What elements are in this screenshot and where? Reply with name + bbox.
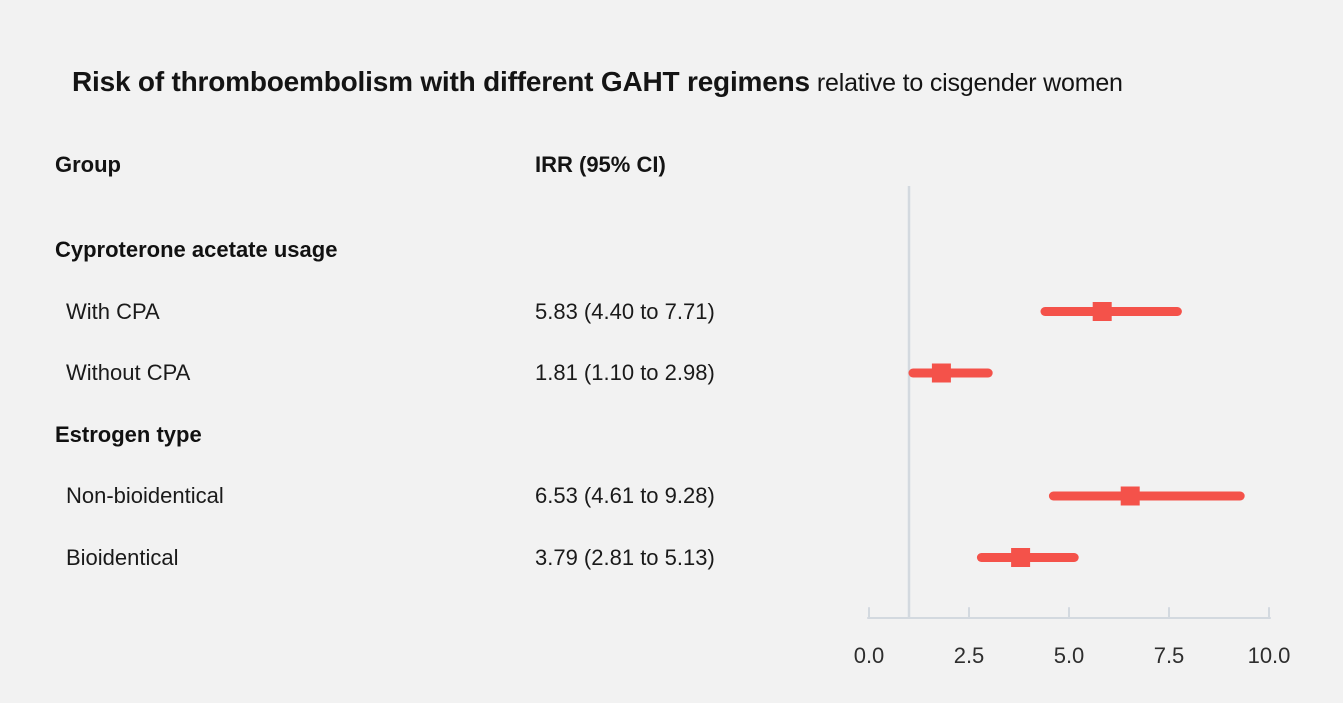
column-header-irr: IRR (95% CI) [535, 152, 666, 177]
group-section-label: Cyproterone acetate usage [55, 237, 338, 262]
group-section-label: Estrogen type [55, 421, 202, 447]
x-axis-tick-label: 0.0 [854, 643, 885, 668]
column-header-group: Group [55, 152, 121, 177]
irr-value-text: 3.79 (2.81 to 5.13) [535, 544, 715, 570]
x-axis-tick-label: 10.0 [1248, 643, 1291, 668]
x-axis-tick-label: 2.5 [954, 643, 985, 668]
irr-value-text: 6.53 (4.61 to 9.28) [535, 483, 715, 508]
irr-value-text: 1.81 (1.10 to 2.98) [535, 360, 715, 385]
title-main-text: Risk of thromboembolism with different G… [72, 66, 810, 97]
group-item-label: Non-bioidentical [66, 483, 224, 508]
point-estimate-marker [1011, 548, 1031, 567]
point-estimate-marker [1092, 302, 1112, 321]
title-suffix-text: relative to cisgender women [816, 69, 1123, 97]
group-item-label: Bioidentical [66, 544, 179, 570]
x-axis-tick-label: 5.0 [1054, 643, 1085, 668]
point-estimate-marker [1120, 486, 1140, 506]
point-estimate-marker [931, 363, 951, 383]
group-item-label: With CPA [66, 298, 160, 324]
page-title: Risk of thromboembolism with different G… [72, 66, 1123, 98]
x-axis-tick-label: 7.5 [1154, 643, 1185, 668]
group-item-label: Without CPA [66, 360, 191, 385]
irr-value-text: 5.83 (4.40 to 7.71) [535, 298, 715, 324]
